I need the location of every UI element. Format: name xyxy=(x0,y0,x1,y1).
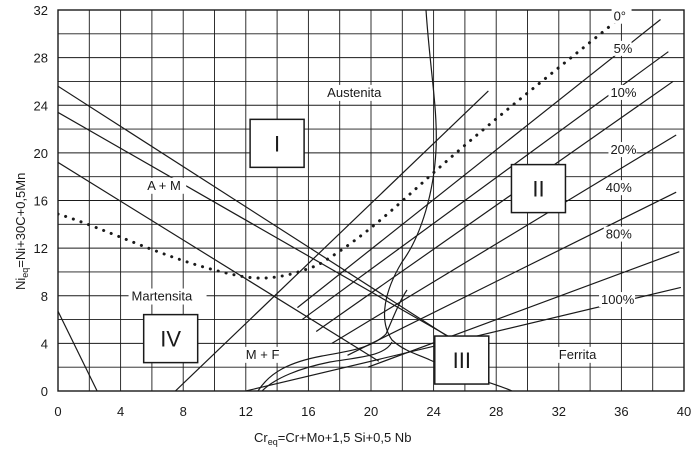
phase-boundary-line xyxy=(58,111,466,347)
phase-boundary-line xyxy=(58,85,450,338)
label-backing xyxy=(128,288,207,305)
ferrite-percentage-label: 0° xyxy=(611,8,632,24)
phase-boundary-line xyxy=(58,310,98,391)
region-label-text: A + M xyxy=(147,178,181,193)
ferrite-percentage-label: 80% xyxy=(603,226,632,242)
martensite-ferrite-curve-inner xyxy=(261,341,393,391)
roman-numeral-text: IV xyxy=(160,327,181,352)
ferrite-percentage-label: 10% xyxy=(608,84,637,100)
region-label-text: Martensita xyxy=(132,289,193,304)
y-axis-tick-labels: 0 4 8 12 16 20 24 28 32 xyxy=(34,3,48,399)
label-backing xyxy=(611,40,632,56)
ferrite-percentage-text: 0° xyxy=(614,9,626,24)
ferrite-percentage-text: 100% xyxy=(601,292,635,307)
roman-box-frame xyxy=(510,163,567,214)
y-tick-label: 32 xyxy=(34,3,48,18)
label-backing xyxy=(144,177,187,194)
roman-label-box: IV xyxy=(142,313,199,364)
ferrite-percentage-text: 80% xyxy=(606,227,632,242)
roman-label-box: II xyxy=(510,163,567,214)
roman-numeral-text: III xyxy=(453,348,471,373)
ferrite-percentage-text: 20% xyxy=(610,142,636,157)
x-tick-label: 36 xyxy=(614,404,628,419)
region-label-a-m: A + M xyxy=(144,177,187,194)
roman-numeral-text: I xyxy=(274,131,280,156)
ferrite-percentage-lines xyxy=(245,19,682,391)
label-backing xyxy=(555,346,613,363)
y-tick-label: 24 xyxy=(34,98,48,113)
y-axis-title-suffix: =Ni+30C+0,5Mn xyxy=(13,173,28,268)
region-label-text: Austenita xyxy=(327,85,382,100)
region-label-martensita: Martensita xyxy=(128,288,207,305)
y-tick-label: 4 xyxy=(41,336,48,351)
roman-box-frame xyxy=(249,118,305,169)
label-backing xyxy=(242,346,285,363)
region-label-text: Ferrita xyxy=(559,347,597,362)
ferrite-line xyxy=(297,19,661,309)
ferrite-percentage-labels: 0° 5% 10% 20% 40% 80% 100% xyxy=(599,8,637,308)
ferrite-percentage-text: 5% xyxy=(614,41,633,56)
label-backing xyxy=(608,84,637,100)
y-axis-title: Nieq=Ni+30C+0,5Mn xyxy=(13,173,30,290)
x-tick-label: 0 xyxy=(54,404,61,419)
ferrite-percentage-text: 10% xyxy=(610,85,636,100)
x-tick-label: 32 xyxy=(552,404,566,419)
label-backing xyxy=(608,142,637,158)
y-tick-label: 20 xyxy=(34,146,48,161)
x-axis-title-subscript: eq xyxy=(268,437,278,447)
ferrite-line xyxy=(331,134,677,344)
label-backing xyxy=(611,8,632,24)
y-tick-label: 12 xyxy=(34,241,48,256)
ferrite-percentage-label: 40% xyxy=(603,180,632,196)
y-tick-label: 28 xyxy=(34,51,48,66)
region-label-m-f: M + F xyxy=(242,346,285,363)
ferrite-line xyxy=(367,251,680,368)
ferrite-percentage-label: 5% xyxy=(611,40,633,56)
x-tick-label: 40 xyxy=(677,404,691,419)
phase-boundary-line xyxy=(58,161,380,362)
region-label-austenita: Austenita xyxy=(324,84,395,101)
x-tick-label: 16 xyxy=(301,404,315,419)
x-axis-tick-labels: 0 4 8 12 16 20 24 28 32 36 40 xyxy=(54,404,691,419)
ferrite-line xyxy=(315,80,674,332)
region-label-text: M + F xyxy=(246,347,280,362)
y-tick-label: 0 xyxy=(41,384,48,399)
y-tick-label: 16 xyxy=(34,194,48,209)
plot-frame xyxy=(57,9,685,392)
ferrite-percentage-label: 100% xyxy=(599,292,636,308)
region-label-ferrita: Ferrita xyxy=(555,346,613,363)
dotted-reference-curve xyxy=(58,16,622,280)
roman-numeral-text: II xyxy=(532,177,544,202)
y-axis-title-subscript: eq xyxy=(20,268,30,278)
y-tick-label: 8 xyxy=(41,289,48,304)
x-tick-label: 12 xyxy=(239,404,253,419)
x-tick-label: 8 xyxy=(180,404,187,419)
ferrite-percentage-text: 40% xyxy=(606,180,632,195)
ferrite-percentage-label: 20% xyxy=(608,142,637,158)
roman-label-box: III xyxy=(434,335,490,385)
ferrite-line xyxy=(301,51,669,321)
x-tick-label: 20 xyxy=(364,404,378,419)
x-tick-label: 4 xyxy=(117,404,124,419)
x-tick-label: 24 xyxy=(426,404,440,419)
x-axis-title-prefix: Cr xyxy=(254,430,268,445)
x-tick-label: 28 xyxy=(489,404,503,419)
y-axis-title-prefix: Ni xyxy=(13,278,28,290)
label-backing xyxy=(603,180,632,196)
x-axis-title: Creq=Cr+Mo+1,5 Si+0,5 Nb xyxy=(254,430,411,447)
label-backing xyxy=(603,226,632,242)
label-backing xyxy=(599,292,636,308)
roman-box-frame xyxy=(142,313,199,364)
roman-label-box: I xyxy=(249,118,305,169)
martensite-ferrite-curve-outer xyxy=(257,289,408,391)
x-axis-title-suffix: =Cr+Mo+1,5 Si+0,5 Nb xyxy=(278,430,412,445)
region-labels: Austenita A + M Martensita M + F Ferrita xyxy=(128,84,613,363)
roman-box-frame xyxy=(434,335,490,385)
label-backing xyxy=(324,84,395,101)
ferrite-line xyxy=(347,191,677,356)
